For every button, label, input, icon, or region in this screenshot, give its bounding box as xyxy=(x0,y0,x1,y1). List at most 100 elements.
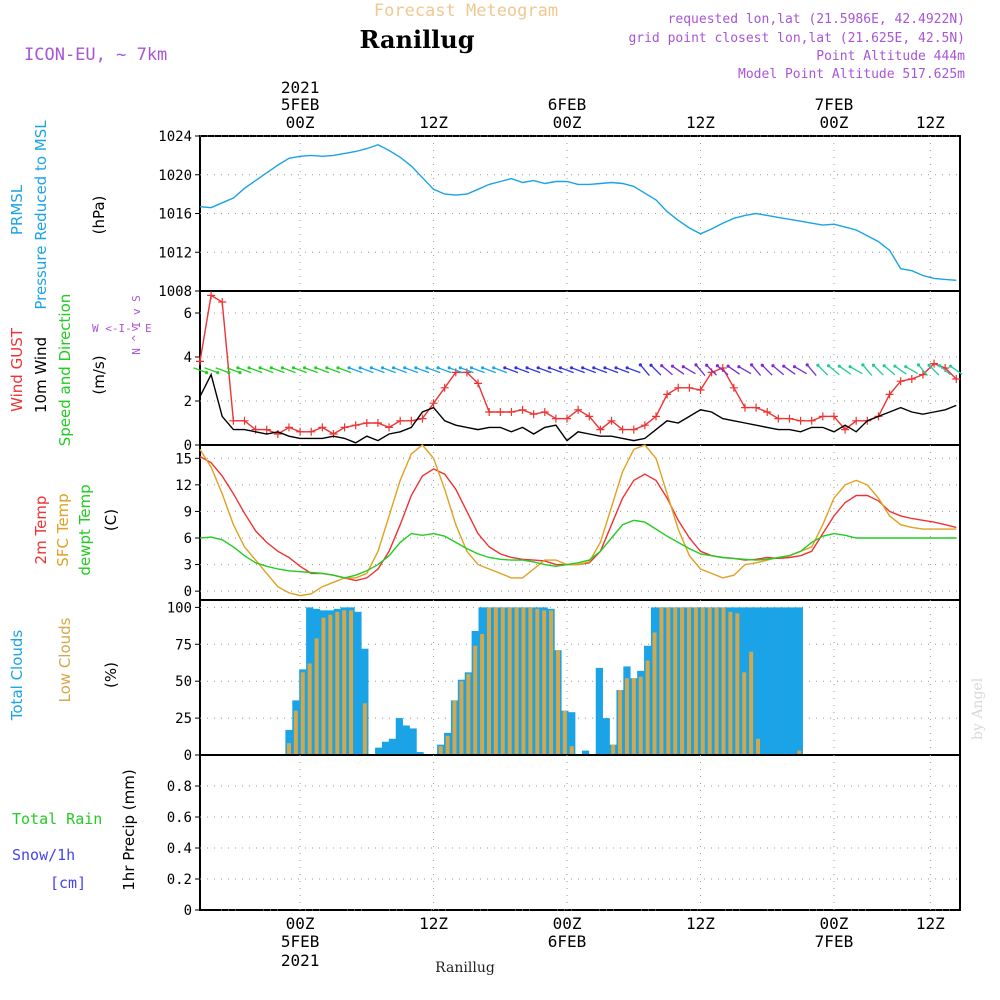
pressure-frame xyxy=(199,135,961,292)
total-cloud-bar xyxy=(416,752,424,755)
dewpt-title: dewpt Temp xyxy=(76,484,94,575)
wind-direction-arrowhead xyxy=(325,366,329,370)
wind-direction-arrowhead xyxy=(882,364,886,368)
pressure-units: (hPa) xyxy=(90,196,108,235)
wind-direction-arrowhead xyxy=(904,365,908,369)
wind-direction-arrow xyxy=(282,367,296,374)
low-cloud-bar xyxy=(459,681,464,755)
model-label: ICON-EU, ~ 7km xyxy=(24,45,167,65)
gust-marker xyxy=(318,423,327,432)
bottom-hour-label: 00Z xyxy=(819,914,848,933)
wind-direction-arrowhead xyxy=(403,366,407,370)
wind-direction-arrow xyxy=(382,367,396,374)
top-date-label: 7FEB xyxy=(815,95,854,114)
low-cloud-bar xyxy=(562,710,567,755)
gust-marker xyxy=(585,412,594,421)
wind-direction-arrow xyxy=(639,364,650,376)
temperature-ytick-label: 0 xyxy=(184,584,192,600)
wind-direction-arrowhead xyxy=(948,364,953,368)
gust-marker xyxy=(696,386,705,394)
low-cloud-bar xyxy=(707,607,712,755)
total-cloud-bar xyxy=(768,607,776,755)
gust-marker xyxy=(674,383,683,392)
wind-direction-arrowhead xyxy=(603,366,607,370)
gust-marker xyxy=(596,425,605,434)
bottom-date-label: 7FEB xyxy=(815,932,854,951)
low-cloud-bar xyxy=(555,650,560,755)
wind-units: (m/s) xyxy=(90,355,108,394)
wind-direction-arrowhead xyxy=(258,366,262,370)
low-cloud-bar xyxy=(287,743,291,755)
wind-ytick-label: 2 xyxy=(184,394,192,410)
wind-direction-arrow xyxy=(894,365,907,375)
precip-ytick-label: 0.8 xyxy=(167,779,192,795)
clouds-units: (%) xyxy=(102,662,120,688)
wind-direction-arrow xyxy=(571,367,585,374)
wind-direction-arrow xyxy=(504,367,519,374)
wind-direction-arrowhead xyxy=(236,366,240,370)
total-clouds-title: Total Clouds xyxy=(8,630,26,722)
low-cloud-bar xyxy=(542,610,547,755)
low-cloud-bar xyxy=(300,672,305,755)
wind-direction-arrowhead xyxy=(514,366,518,370)
wind-direction-arrowhead xyxy=(369,366,373,370)
wind-direction-arrow xyxy=(761,364,773,376)
wind-direction-arrow xyxy=(615,367,630,374)
wind-direction-arrow xyxy=(415,367,430,374)
wind-direction-arrow xyxy=(939,365,951,376)
wind-direction-arrowhead xyxy=(927,363,931,367)
wind-direction-arrow xyxy=(783,365,796,375)
wind-direction-arrowhead xyxy=(238,370,242,375)
temperature-ytick-label: 9 xyxy=(184,504,192,520)
gust-marker xyxy=(373,419,382,427)
low-cloud-bar xyxy=(293,710,298,755)
clouds-ytick-label: 25 xyxy=(175,711,192,727)
gust-marker xyxy=(930,359,939,368)
wind-direction-arrow xyxy=(682,366,696,375)
wind-direction-arrowhead xyxy=(447,366,451,370)
wind-direction-arrow xyxy=(348,367,363,374)
low-cloud-bar xyxy=(624,678,629,755)
wind-direction-arrow xyxy=(337,367,352,374)
total-cloud-bar xyxy=(285,729,293,755)
wind-direction-arrow xyxy=(193,367,207,374)
low-cloud-bar xyxy=(645,660,650,755)
wind-direction-arrowhead xyxy=(436,366,440,370)
bottom-date-label: 5FEB xyxy=(281,932,320,951)
gust-marker xyxy=(262,425,271,434)
wind-direction-arrow xyxy=(460,367,474,374)
wind-direction-arrow xyxy=(727,365,740,375)
wind-direction-arrow xyxy=(271,367,285,374)
wind-direction-arrowhead xyxy=(269,366,273,370)
gust-marker xyxy=(229,416,238,425)
info-line-4: Model Point Altitude 517.625m xyxy=(738,67,965,82)
wind-direction-arrowhead xyxy=(558,366,563,370)
y-axis-titles: PRMSL Pressure Reduced to MSL (hPa) Wind GU… xyxy=(8,120,152,892)
low-cloud-bar xyxy=(521,607,526,755)
low-cloud-bar xyxy=(638,676,643,755)
gust-marker xyxy=(485,408,494,416)
wind-direction-arrowhead xyxy=(414,366,418,370)
panel-temperature: 0 3 6 9 12 15 xyxy=(175,444,961,601)
gust-marker xyxy=(952,375,961,383)
gust-marker xyxy=(196,357,204,366)
wind-direction-arrowhead xyxy=(380,366,385,370)
wind-direction-arrow xyxy=(604,367,619,374)
wind-direction-arrowhead xyxy=(204,370,209,375)
wind-direction-arrow xyxy=(326,367,341,374)
gust-marker xyxy=(618,425,627,434)
gust-marker xyxy=(429,399,438,408)
wind-direction-arrowhead xyxy=(715,364,719,368)
gust-marker xyxy=(529,410,538,419)
gust-marker xyxy=(652,412,660,421)
bottom-year-label: 2021 xyxy=(281,951,320,970)
total-cloud-bar xyxy=(388,738,397,755)
low-cloud-bar xyxy=(714,607,719,755)
wind-direction-arrow xyxy=(315,367,330,374)
total-cloud-bar xyxy=(375,747,383,755)
precip-ytick-label: 0.6 xyxy=(167,810,192,826)
wind-direction-arrow xyxy=(393,367,407,374)
wind-direction-arrow xyxy=(537,367,552,374)
info-line-1: requested lon,lat (21.5986E, 42.4922N) xyxy=(668,12,965,27)
